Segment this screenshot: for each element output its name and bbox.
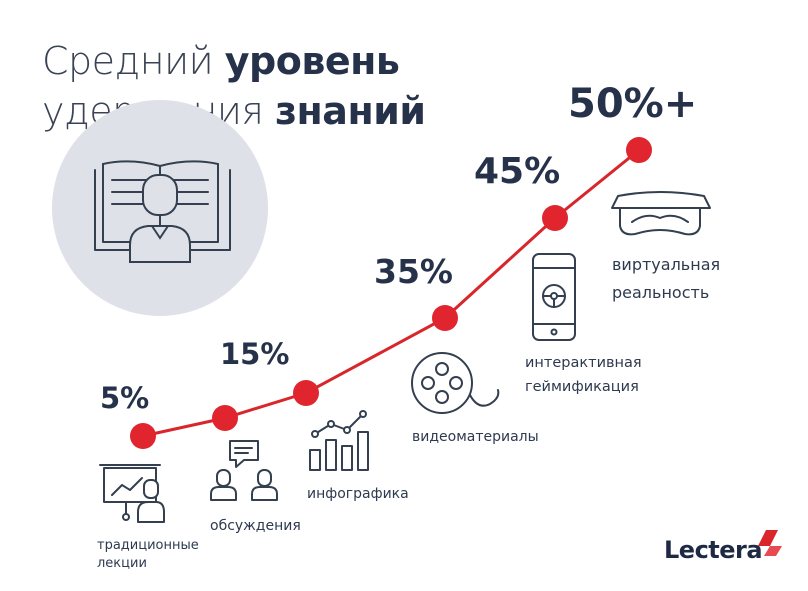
reader-person-icon bbox=[129, 174, 191, 263]
film-reel-icon bbox=[411, 352, 500, 414]
data-point-5 bbox=[542, 205, 568, 231]
data-point-2 bbox=[212, 405, 238, 431]
retention-series-line bbox=[142, 148, 640, 438]
data-point-6 bbox=[626, 137, 652, 163]
label-lectures-line-2: лекции bbox=[97, 556, 147, 571]
title-line-1-bold: уровень bbox=[224, 39, 400, 83]
lectera-logo: Lectera bbox=[664, 536, 763, 564]
label-discussions: обсуждения bbox=[210, 518, 301, 534]
data-label-1: 5% bbox=[100, 381, 149, 415]
label-gamification-line-2: геймификация bbox=[525, 379, 639, 395]
label-video: видеоматериалы bbox=[412, 429, 539, 445]
lectera-logo-mark bbox=[758, 530, 782, 556]
vr-headset-icon bbox=[611, 191, 711, 236]
chart-title: Средний уровень удержания знаний bbox=[42, 36, 426, 136]
label-gamification-line-1: интерактивная bbox=[525, 355, 642, 371]
label-infographics: инфографика bbox=[307, 486, 409, 502]
presentation-icon bbox=[99, 464, 165, 523]
data-label-5: 50%+ bbox=[568, 81, 697, 127]
title-line-2-bold: знаний bbox=[274, 89, 426, 133]
label-lectures-line-1: традиционные bbox=[97, 538, 199, 553]
discussion-icon bbox=[210, 440, 278, 501]
data-point-1 bbox=[130, 423, 156, 449]
smartphone-game-icon bbox=[532, 253, 576, 341]
data-label-3: 35% bbox=[374, 252, 453, 291]
label-vr-line-1: виртуальная bbox=[612, 255, 720, 274]
data-label-4: 45% bbox=[474, 151, 560, 192]
data-label-2: 15% bbox=[220, 337, 289, 371]
label-vr-line-2: реальность bbox=[612, 283, 709, 302]
infographic-icon bbox=[309, 410, 369, 471]
data-point-4 bbox=[432, 305, 458, 331]
title-line-1-normal: Средний bbox=[42, 39, 225, 83]
book-reader-illustration bbox=[52, 100, 268, 316]
title-line-1: Средний уровень bbox=[42, 36, 425, 86]
data-point-3 bbox=[293, 380, 319, 406]
